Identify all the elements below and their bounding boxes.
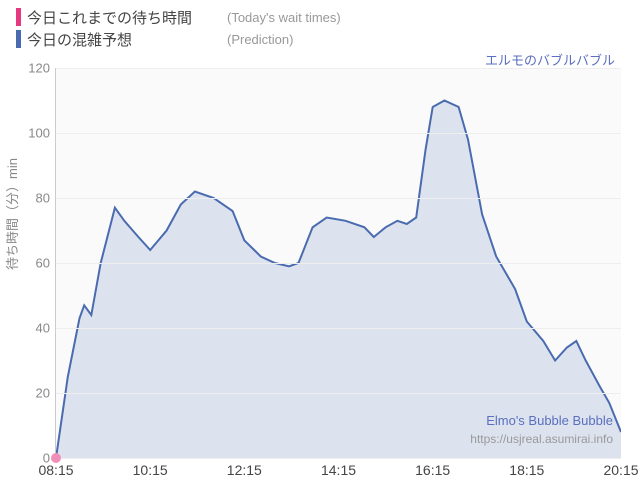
legend-label-ja-prediction: 今日の混雑予想 (27, 29, 227, 50)
x-tick-label: 18:15 (509, 462, 544, 478)
x-tick-label: 16:15 (415, 462, 450, 478)
legend-item-actual: 今日これまでの待ち時間 (Today's wait times) (16, 6, 640, 28)
watermark: Elmo's Bubble Bubble https://usjreal.asu… (470, 412, 613, 448)
watermark-url: https://usjreal.asumirai.info (470, 431, 613, 448)
y-tick-label: 120 (28, 61, 50, 76)
y-axis-label: 待ち時間（分）min (2, 158, 21, 270)
legend-label-en-prediction: (Prediction) (227, 32, 293, 47)
x-tick-label: 08:15 (38, 462, 73, 478)
y-tick-label: 20 (36, 386, 50, 401)
y-tick-label: 40 (36, 321, 50, 336)
legend-swatch-actual (16, 8, 21, 26)
legend: 今日これまでの待ち時間 (Today's wait times) 今日の混雑予想… (0, 0, 640, 56)
watermark-title: Elmo's Bubble Bubble (470, 412, 613, 431)
y-tick-label: 60 (36, 256, 50, 271)
y-tick-label: 80 (36, 191, 50, 206)
chart-title: エルモのバブルバブル (485, 50, 615, 69)
legend-swatch-prediction (16, 30, 21, 48)
x-tick-label: 12:15 (227, 462, 262, 478)
y-tick-label: 100 (28, 126, 50, 141)
actual-marker (51, 453, 61, 463)
x-tick-label: 10:15 (133, 462, 168, 478)
x-tick-label: 14:15 (321, 462, 356, 478)
legend-label-en-actual: (Today's wait times) (227, 10, 341, 25)
legend-label-ja-actual: 今日これまでの待ち時間 (27, 7, 227, 28)
chart-plot-area: エルモのバブルバブル Elmo's Bubble Bubble https://… (55, 68, 621, 459)
x-tick-label: 20:15 (603, 462, 638, 478)
legend-item-prediction: 今日の混雑予想 (Prediction) (16, 28, 640, 50)
